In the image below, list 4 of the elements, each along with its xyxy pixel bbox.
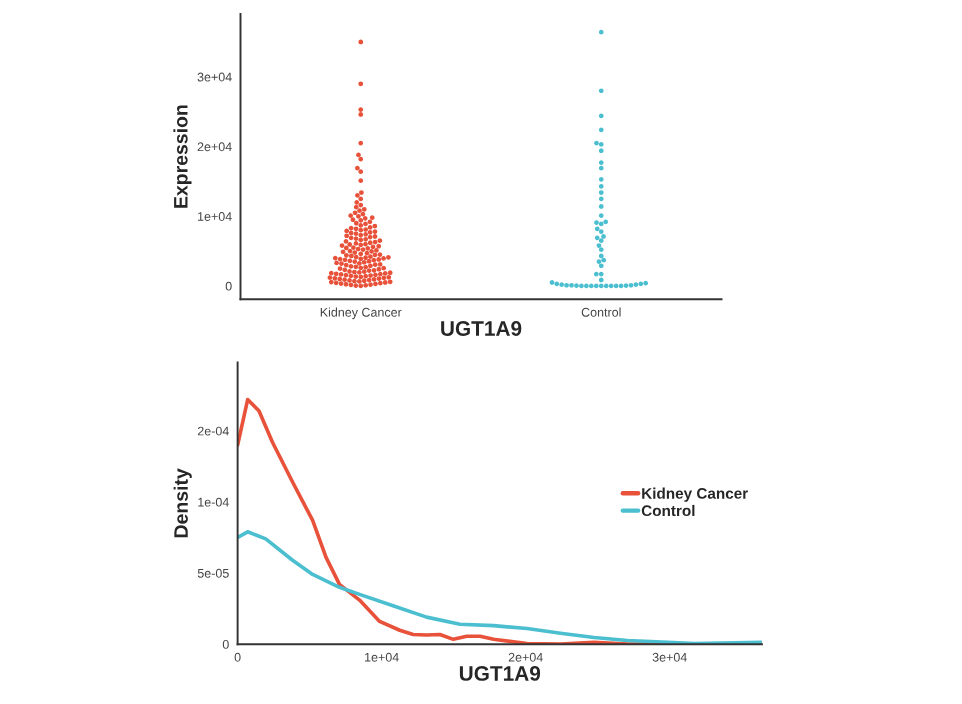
x-axis-title: UGT1A9	[441, 321, 522, 336]
y-axis-title: Expression	[173, 105, 192, 208]
y-axis-title: Density	[173, 468, 192, 538]
x-axis-title: UGT1A9	[459, 666, 541, 681]
